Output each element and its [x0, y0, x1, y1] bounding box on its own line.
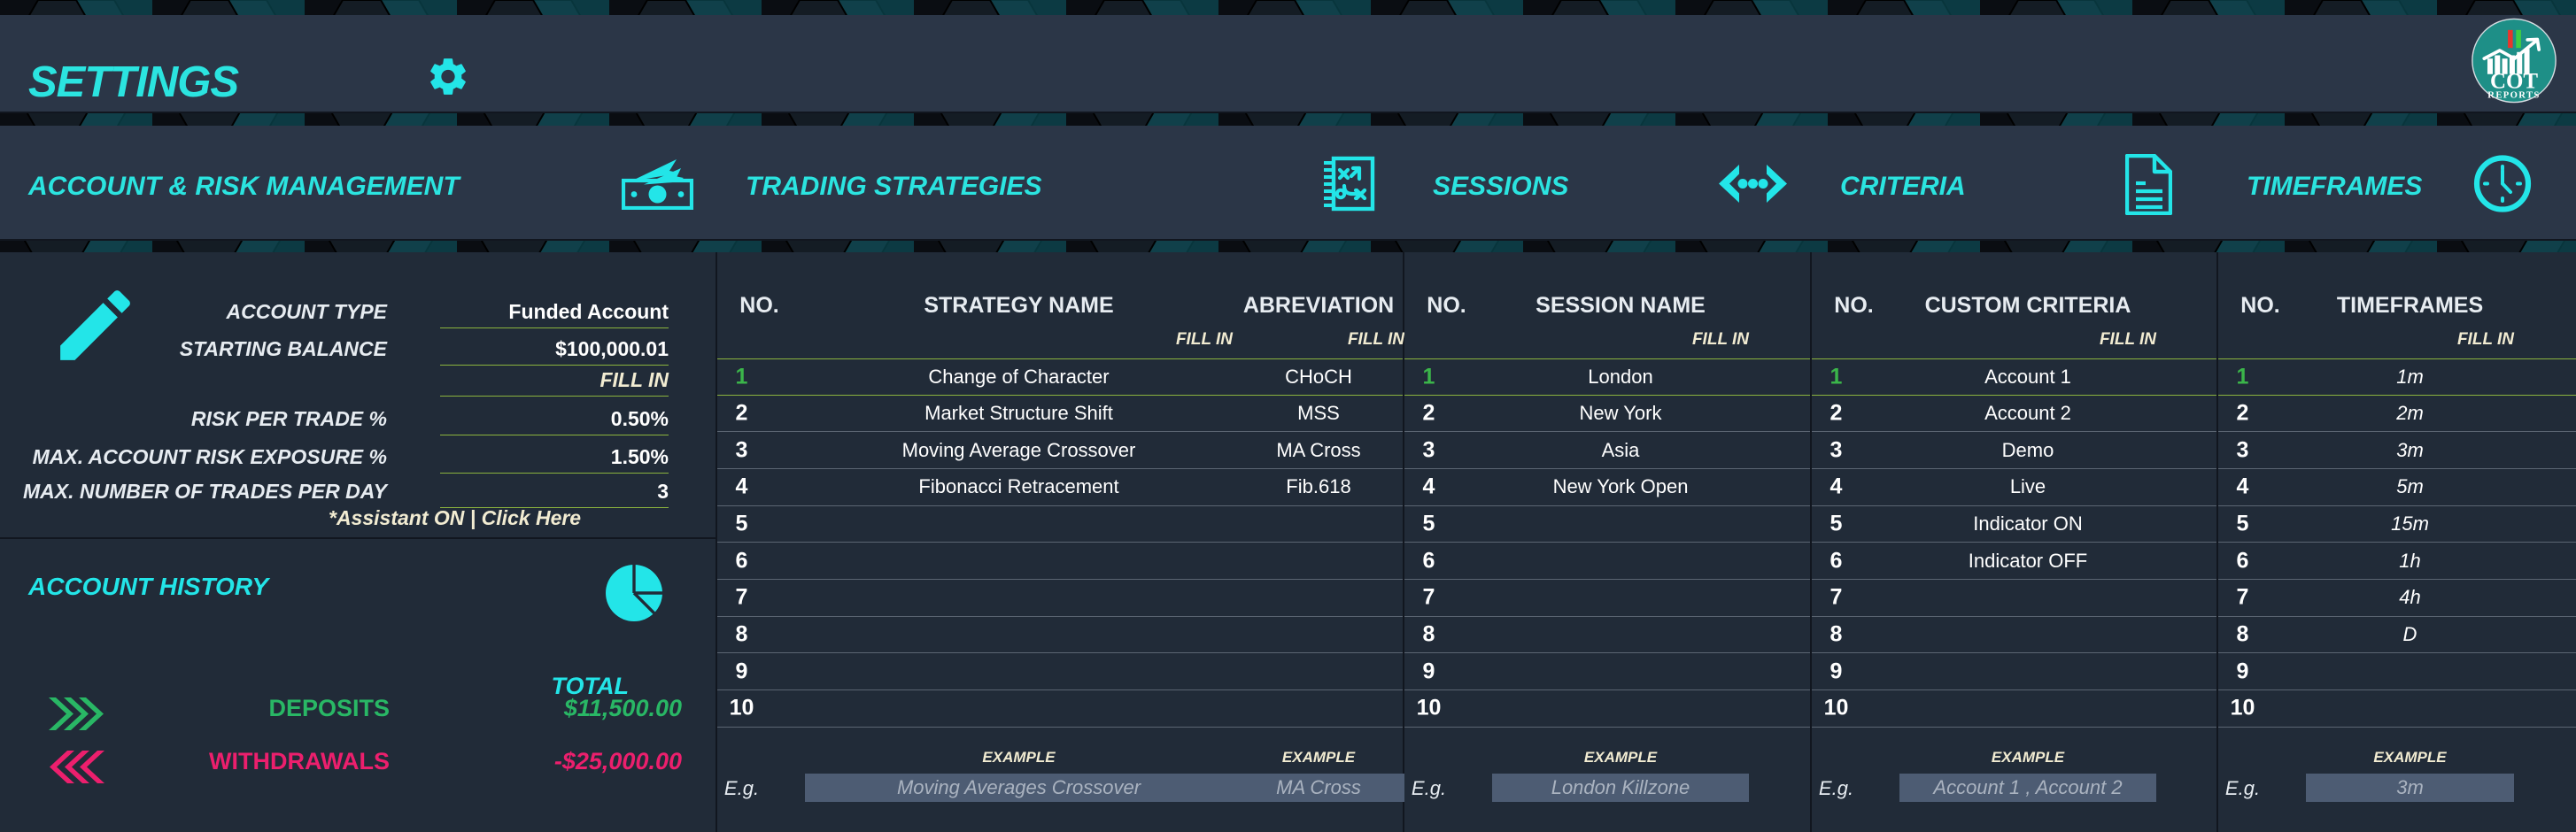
svg-text:COT: COT [2490, 69, 2538, 93]
svg-text:REPORTS: REPORTS [2487, 91, 2540, 101]
